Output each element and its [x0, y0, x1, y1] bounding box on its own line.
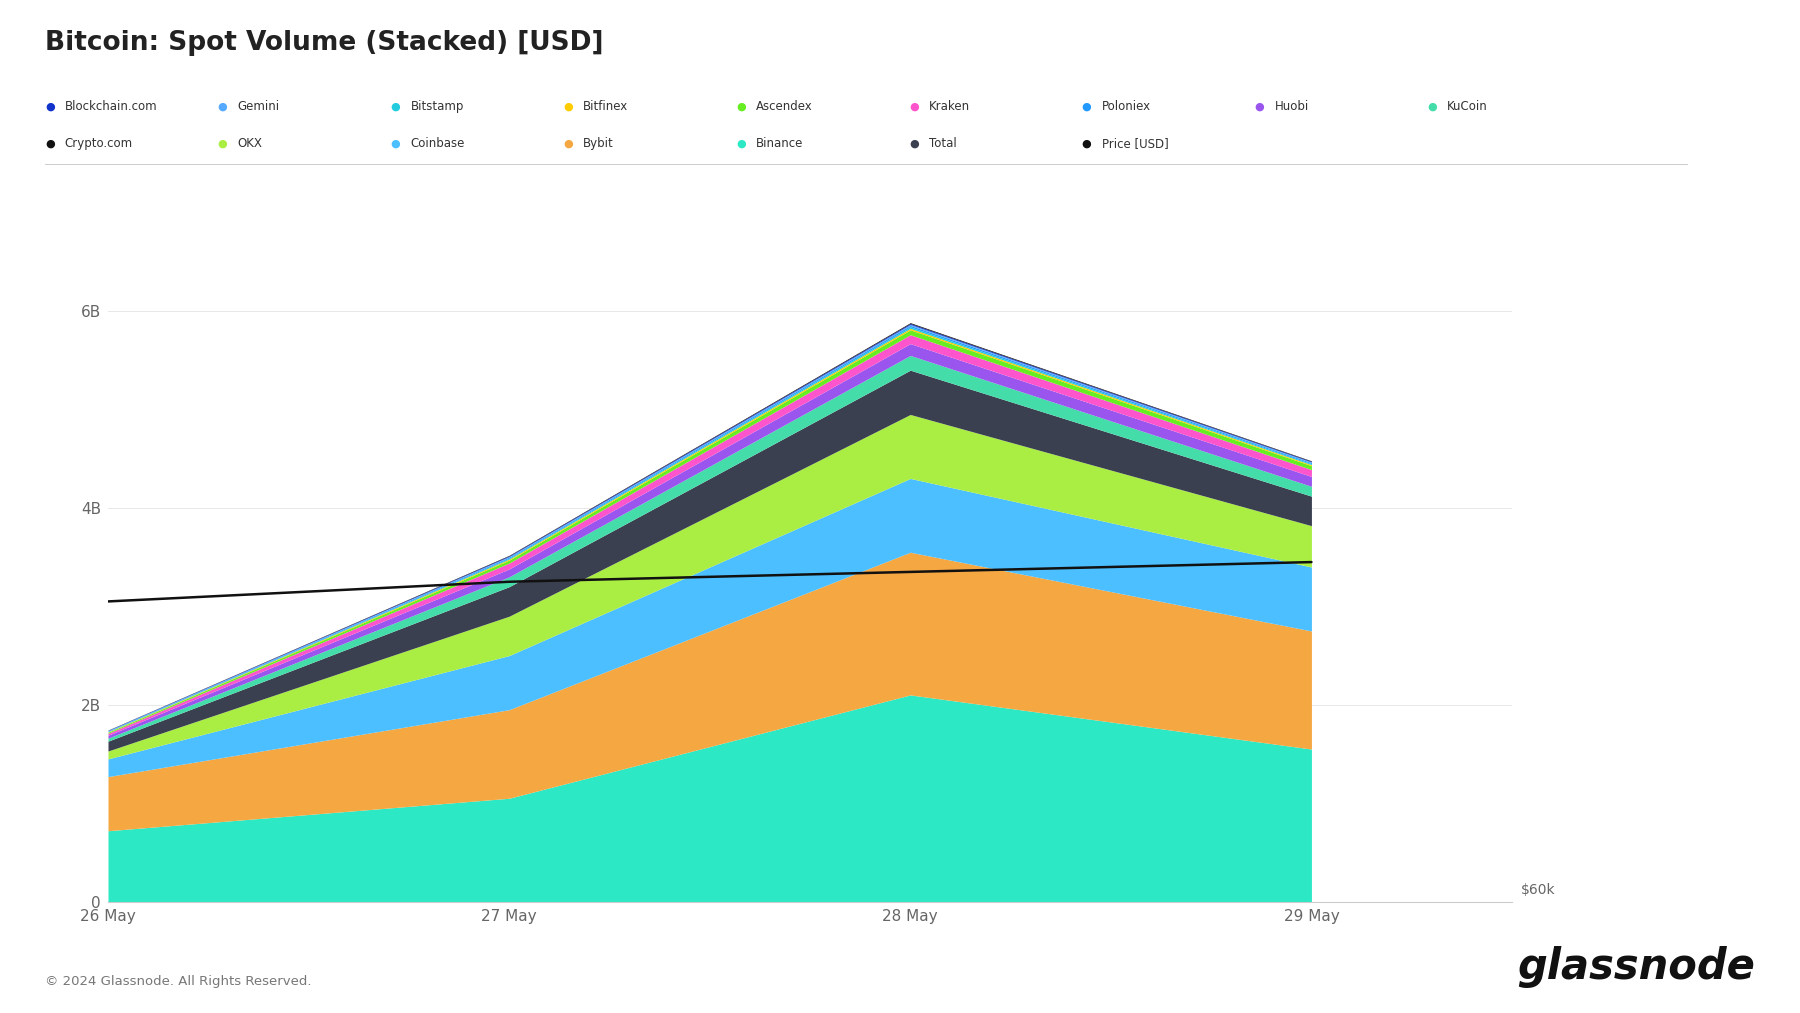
Text: OKX: OKX [238, 138, 263, 150]
Text: ●: ● [45, 139, 54, 149]
Text: ●: ● [736, 101, 745, 111]
Text: ●: ● [563, 101, 572, 111]
Text: Bitcoin: Spot Volume (Stacked) [USD]: Bitcoin: Spot Volume (Stacked) [USD] [45, 30, 603, 57]
Text: Binance: Binance [756, 138, 803, 150]
Text: ●: ● [1082, 101, 1091, 111]
Text: ●: ● [909, 139, 918, 149]
Text: ●: ● [1255, 101, 1264, 111]
Text: Ascendex: Ascendex [756, 100, 814, 112]
Text: Bybit: Bybit [583, 138, 614, 150]
Text: Price [USD]: Price [USD] [1102, 138, 1168, 150]
Text: Blockchain.com: Blockchain.com [65, 100, 157, 112]
Text: Coinbase: Coinbase [410, 138, 464, 150]
Text: Huobi: Huobi [1274, 100, 1309, 112]
Text: ●: ● [218, 139, 227, 149]
Text: ●: ● [1082, 139, 1091, 149]
Text: Total: Total [929, 138, 956, 150]
Text: © 2024 Glassnode. All Rights Reserved.: © 2024 Glassnode. All Rights Reserved. [45, 975, 311, 988]
Text: ●: ● [218, 101, 227, 111]
Text: ●: ● [909, 101, 918, 111]
Text: ●: ● [391, 101, 400, 111]
Text: glassnode: glassnode [1517, 946, 1755, 988]
Text: Bitfinex: Bitfinex [583, 100, 628, 112]
Text: KuCoin: KuCoin [1447, 100, 1489, 112]
Text: Bitstamp: Bitstamp [410, 100, 464, 112]
Text: Gemini: Gemini [238, 100, 279, 112]
Text: ●: ● [45, 101, 54, 111]
Text: ●: ● [391, 139, 400, 149]
Text: ●: ● [1427, 101, 1436, 111]
Text: Kraken: Kraken [929, 100, 970, 112]
Text: $60k: $60k [1521, 882, 1555, 897]
Text: ●: ● [563, 139, 572, 149]
Text: Crypto.com: Crypto.com [65, 138, 133, 150]
Text: Poloniex: Poloniex [1102, 100, 1150, 112]
Text: ●: ● [736, 139, 745, 149]
